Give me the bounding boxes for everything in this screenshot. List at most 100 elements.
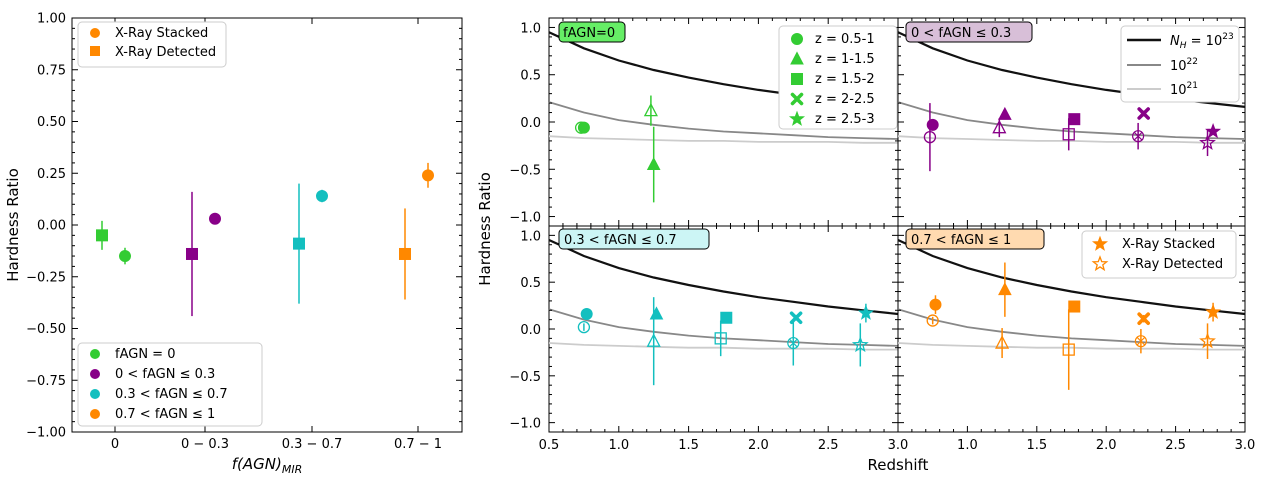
left-stacked-point xyxy=(119,250,131,263)
stacked-point-circle xyxy=(580,308,593,321)
right-xtick-label: 1.5 xyxy=(678,438,699,453)
left-xtick-label: 0.7 − 1 xyxy=(394,437,442,452)
model-curve-nh21 xyxy=(897,135,1245,144)
panel-title-fagn03-group: 0 < fAGN ≤ 0.3 xyxy=(905,21,1033,43)
stacked-point-cross-stroke xyxy=(1137,107,1150,120)
stacked-point-star xyxy=(1205,303,1222,319)
detected-point-cross xyxy=(1134,335,1148,348)
detected-point-cross-x xyxy=(1136,336,1146,346)
stacked-point-cross xyxy=(1137,107,1150,120)
left-stacked-point xyxy=(316,190,328,203)
legend-nh23-rest: = 10 xyxy=(1187,34,1223,49)
stacked-point-cross-stroke xyxy=(789,311,803,325)
left-detected-point xyxy=(96,229,108,242)
panel-title-fagn37-box xyxy=(558,228,710,250)
right-axis-ticks: 1.0 0.5 0.0 −0.5 −1.0 1.0 0.5 0.0 −0.5 −1.0 0.5 1.0… xyxy=(509,17,1255,453)
left-legend-bottom-box xyxy=(77,342,263,427)
model-curve-nh22 xyxy=(548,308,899,347)
left-data-marks xyxy=(96,162,434,317)
right-xtick-label: 2.0 xyxy=(1096,438,1117,453)
legend-marker-cross-stroke xyxy=(790,92,804,106)
detected-point-triangle xyxy=(992,119,1007,134)
legend-fagn37-label: 0.3 < fAGN ≤ 0.7 xyxy=(115,387,228,402)
panel-title-fagn0-group: fAGN=0 xyxy=(558,21,626,43)
stacked-point-square xyxy=(720,311,733,324)
model-curve-nh23 xyxy=(548,239,899,316)
left-y-ticks: 1.00 0.75 0.50 0.25 0.00 −0.25 −0.50 −0.75 −1.00 xyxy=(26,12,462,441)
legend-marker-circle xyxy=(791,33,803,45)
left-legend-top: X-Ray Stacked X-Ray Detected xyxy=(77,21,227,68)
left-detected-point xyxy=(293,237,305,250)
legend-stacked-circle-marker xyxy=(90,28,100,38)
right-ytick-label: −0.5 xyxy=(509,370,541,385)
model-curve-nh22 xyxy=(548,101,899,140)
stacked-point-square xyxy=(1068,113,1081,126)
legend-xray-stacked-label: X-Ray Stacked xyxy=(1122,237,1215,252)
stacked-point-circle xyxy=(577,121,590,134)
left-detected-point xyxy=(186,247,198,260)
detected-point-cross xyxy=(787,336,800,350)
legend-nh23-label: NH = 1023 xyxy=(1170,32,1234,51)
right-xtick-label: 2.0 xyxy=(748,438,769,453)
legend-stacked-label: X-Ray Stacked xyxy=(115,26,208,41)
detected-point-circle xyxy=(926,314,939,327)
legend-z4-label: z = 2-2.5 xyxy=(815,92,875,107)
legend-xray-detected-marker xyxy=(1091,255,1109,272)
right-panels: 1.0 0.5 0.0 −0.5 −1.0 1.0 0.5 0.0 −0.5 −1.0 0.5 1.0… xyxy=(476,17,1255,474)
left-stacked-point xyxy=(422,169,434,182)
stacked-point-triangle xyxy=(998,106,1012,120)
detected-point-circle xyxy=(923,130,937,144)
legend-z1-label: z = 0.5-1 xyxy=(815,32,875,47)
left-detected-point xyxy=(399,247,411,260)
detected-point-cross-x xyxy=(1133,131,1143,141)
legend-z5-label: z = 2.5-3 xyxy=(815,112,875,127)
left-legend-top-box xyxy=(77,21,227,68)
legend-marker-square xyxy=(791,73,803,85)
xray-legend-box xyxy=(1081,230,1237,279)
panel-title-fagn03: 0 < fAGN ≤ 0.3 xyxy=(911,26,1011,41)
panel-title-fagn37: 0.3 < fAGN ≤ 0.7 xyxy=(564,233,677,248)
legend-marker-star xyxy=(788,110,806,126)
detected-point-circle xyxy=(577,320,591,334)
left-y-axis-label: Hardness Ratio xyxy=(4,168,22,282)
stacked-point-cross xyxy=(789,311,803,325)
left-ytick-label: −1.00 xyxy=(26,426,66,441)
left-legend-bottom: fAGN = 0 0 < fAGN ≤ 0.3 0.3 < fAGN ≤ 0.7… xyxy=(77,342,263,427)
stacked-point-triangle xyxy=(646,156,661,171)
legend-fagn0-label: fAGN = 0 xyxy=(115,347,175,362)
stacked-point-triangle xyxy=(649,306,664,320)
panel-fagn37 xyxy=(548,225,899,433)
right-xtick-label: 0.5 xyxy=(539,438,560,453)
right-ytick-label: −1.0 xyxy=(509,417,541,432)
model-curve-nh21 xyxy=(548,342,898,351)
stacked-point-star xyxy=(857,304,874,320)
right-xtick-label: 2.5 xyxy=(818,438,839,453)
stacked-point-square xyxy=(1068,300,1081,313)
stacked-point-star xyxy=(1205,123,1222,139)
detected-point-star xyxy=(1199,133,1216,150)
redshift-legend-box xyxy=(778,25,898,130)
detected-point-cross-ring xyxy=(1134,335,1148,348)
right-xtick-label: 1.5 xyxy=(1026,438,1047,453)
legend-fagn0-marker xyxy=(90,349,100,359)
left-ytick-label: −0.50 xyxy=(26,322,66,337)
left-x-axis-label-main: f(AGN) xyxy=(232,455,282,473)
left-xtick-label: 0 − 0.3 xyxy=(181,437,229,452)
detected-point-triangle xyxy=(995,335,1010,349)
legend-xray-detected-label: X-Ray Detected xyxy=(1122,257,1223,272)
legend-detected-square-marker xyxy=(90,46,100,56)
legend-fagn03-marker xyxy=(90,369,100,379)
legend-marker-triangle xyxy=(790,51,804,65)
left-xtick-label: 0.3 − 0.7 xyxy=(282,437,343,452)
panel-title-fagn03-box xyxy=(905,21,1033,43)
legend-detected-label: X-Ray Detected xyxy=(115,45,216,60)
detected-point-star xyxy=(1199,332,1216,349)
left-xtick-label: 0 xyxy=(111,437,119,452)
legend-fagn71-marker xyxy=(90,409,100,419)
detected-point-triangle xyxy=(643,102,658,117)
stacked-point-circle xyxy=(929,298,942,311)
left-ytick-label: 0.75 xyxy=(37,63,66,78)
xray-legend-markers xyxy=(1091,235,1109,272)
model-curve-nh23 xyxy=(897,239,1246,316)
right-xtick-label: 1.0 xyxy=(957,438,978,453)
